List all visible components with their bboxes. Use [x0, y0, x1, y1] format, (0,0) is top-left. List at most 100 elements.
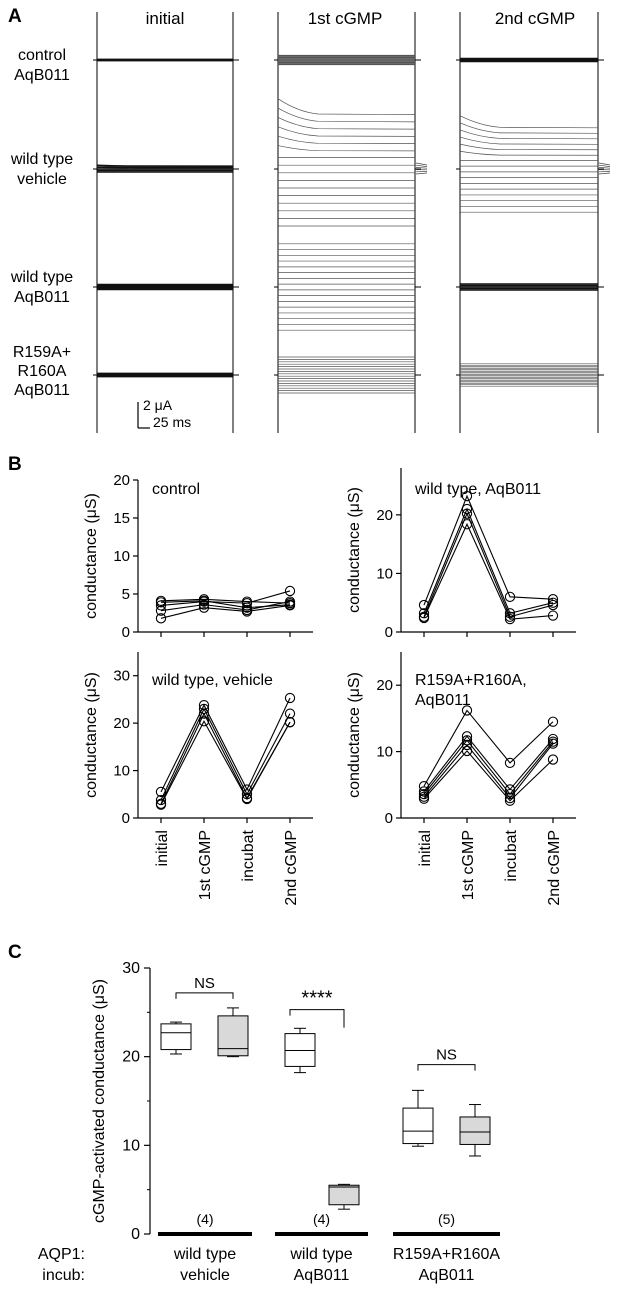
data-point: [198, 602, 210, 613]
y-tick-label: 20: [376, 677, 393, 694]
y-axis-label: cGMP-activated conductance (μS): [91, 979, 108, 1223]
data-point: [155, 613, 167, 624]
row-label-wt-aqb011-line1: wild type: [10, 269, 73, 286]
box: [402, 1107, 434, 1145]
data-point: [547, 733, 559, 745]
group-aqp1-label: R159A+R160A: [393, 1246, 501, 1263]
x-tick-label: initial: [154, 830, 171, 866]
y-tick-label: 0: [385, 810, 393, 827]
current-trace: [277, 117, 416, 130]
data-point: [241, 606, 253, 617]
trace-set-r0-c0: [93, 12, 239, 108]
data-point: [284, 692, 296, 704]
y-tick-label: 30: [113, 668, 130, 685]
y-tick-label: 30: [122, 960, 140, 977]
box-group-0: NS (4) wild type vehicle: [158, 975, 252, 1284]
data-point: [547, 597, 559, 608]
data-point: [155, 597, 167, 608]
series-line: [423, 735, 554, 792]
box: [328, 1184, 360, 1206]
data-point: [504, 792, 516, 804]
panel-label-c: C: [8, 942, 22, 963]
conductance-plot-1: 0 10 20 wild type, AqB011 conductance (μS): [346, 468, 576, 641]
significance-bracket: [417, 1064, 476, 1071]
data-point: [418, 793, 430, 804]
panel-label-b: B: [8, 454, 22, 475]
series-line: [160, 604, 291, 619]
data-point: [198, 595, 210, 606]
series-line: [423, 743, 554, 799]
current-trace: [459, 129, 599, 140]
current-trace: [277, 145, 416, 152]
significance-label: NS: [436, 1047, 457, 1064]
trace-set-r2-c2: [456, 209, 604, 365]
data-point: [284, 717, 296, 728]
data-point: [547, 594, 559, 605]
row-label-control-line1: control: [18, 47, 66, 64]
sample-size: (4): [313, 1211, 330, 1227]
current-trace: [459, 136, 599, 145]
current-trace: [459, 150, 599, 156]
trace-set-r0-c1: [274, 12, 421, 108]
data-point: [504, 757, 516, 769]
current-trace: [459, 122, 599, 134]
x-tick-label: initial: [417, 830, 434, 866]
data-point: [155, 799, 167, 810]
x-tick-label: 1st cGMP: [460, 830, 477, 900]
current-trace: [96, 164, 234, 167]
x-tick-label: 1st cGMP: [197, 830, 214, 900]
tail-current: [415, 164, 428, 167]
scale-bar-current: 2 μA: [143, 397, 173, 413]
series-line: [423, 709, 554, 787]
data-point: [504, 795, 516, 806]
y-tick-label: 0: [131, 1226, 140, 1243]
current-trace: [277, 126, 416, 137]
y-tick-label: 10: [122, 1137, 140, 1154]
current-trace: [277, 135, 416, 144]
y-tick-label: 20: [122, 1049, 140, 1066]
box: [459, 1116, 491, 1145]
series-line: [160, 590, 291, 606]
scale-bar: 2 μA 25 ms: [137, 397, 191, 430]
sample-size: (5): [438, 1211, 455, 1227]
y-axis-label: conductance (μS): [83, 672, 100, 798]
trace-set-r2-c1: [274, 209, 421, 365]
trace-set-r1-c1: [274, 91, 428, 247]
series-line: [423, 739, 554, 795]
series-line: [423, 507, 554, 614]
data-point: [198, 716, 210, 727]
data-point: [461, 739, 473, 751]
data-point: [241, 793, 253, 805]
y-tick-label: 20: [113, 715, 130, 732]
series-line: [423, 522, 554, 620]
data-point: [547, 754, 559, 765]
plot-title: wild type, AqB011: [414, 481, 541, 498]
row-label-mutant-line1: R159A+: [13, 344, 71, 361]
tail-current: [598, 164, 611, 167]
current-trace: [459, 143, 599, 151]
column-title-initial: initial: [146, 9, 185, 28]
y-tick-label: 20: [376, 507, 393, 524]
x-tick-label: incubat: [240, 829, 257, 881]
current-trace: [277, 107, 416, 123]
conductance-plot-2: 0 10 20 30 wild type, vehicle conductance (μS…: [83, 652, 313, 906]
panel-a-current-traces: [93, 12, 611, 433]
conductance-plot-0: 0 5 10 15 20 control conductance (μS): [83, 472, 313, 641]
row-label-wt-aqb011-line2: AqB011: [14, 289, 70, 306]
tail-current: [415, 172, 428, 175]
plot-title: wild type, vehicle: [151, 672, 273, 689]
data-point: [198, 599, 210, 610]
data-point: [461, 745, 473, 757]
y-tick-label: 15: [113, 510, 130, 527]
tail-current: [415, 167, 428, 169]
data-point: [241, 602, 253, 613]
y-tick-label: 10: [376, 565, 393, 582]
y-tick-label: 0: [122, 624, 130, 641]
series-line: [160, 720, 291, 805]
trace-set-r0-c2: [456, 12, 604, 108]
panel-b-conductance-plots: 0 5 10 15 20 control conductance (μS) 0 10 20 wild…: [83, 468, 576, 906]
significance-label: ****: [301, 988, 332, 1010]
scale-bar-time: 25 ms: [153, 414, 191, 430]
group-incub-label: vehicle: [180, 1267, 230, 1284]
